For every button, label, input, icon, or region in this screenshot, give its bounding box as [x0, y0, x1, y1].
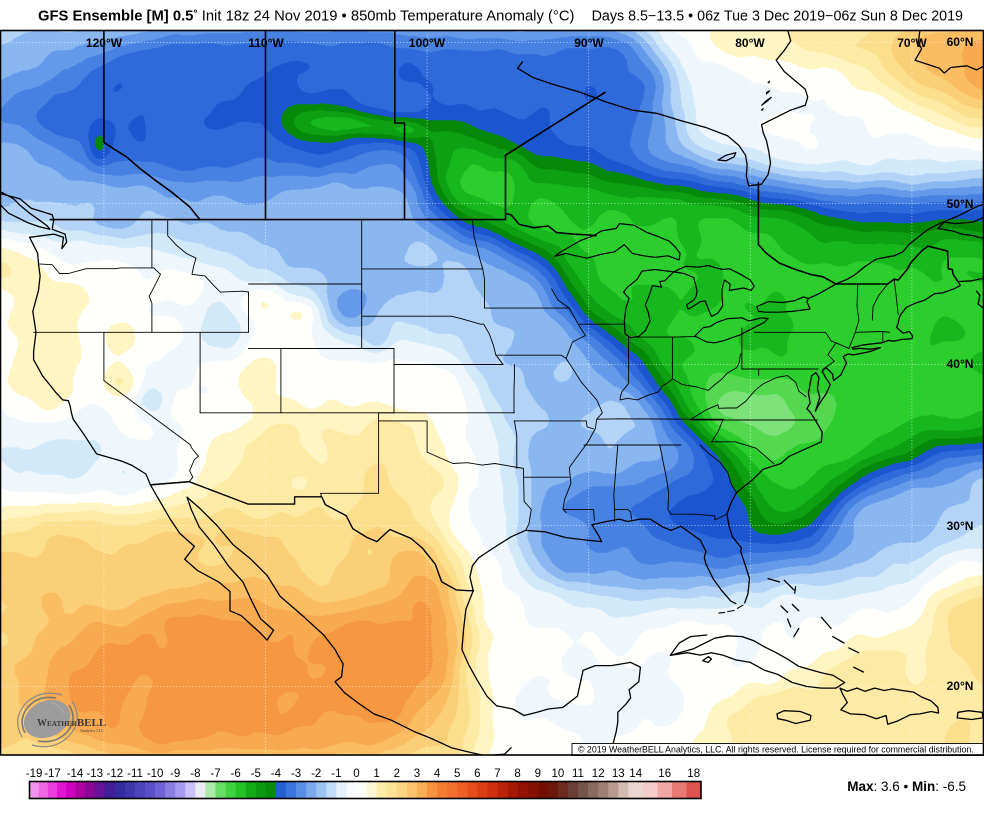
svg-text:-19: -19 [26, 768, 43, 780]
svg-text:70°W: 70°W [897, 36, 927, 50]
svg-text:2: 2 [394, 768, 400, 780]
svg-text:120°W: 120°W [86, 36, 123, 50]
svg-text:14: 14 [629, 768, 642, 780]
svg-text:20°N: 20°N [947, 679, 974, 693]
svg-text:Max: 3.6 • Min: -6.5: Max: 3.6 • Min: -6.5 [847, 779, 966, 794]
svg-text:-13: -13 [86, 768, 103, 780]
svg-text:18: 18 [687, 768, 700, 780]
svg-text:1: 1 [373, 768, 379, 780]
svg-text:4: 4 [434, 768, 441, 780]
svg-text:90°W: 90°W [574, 36, 604, 50]
svg-text:-12: -12 [106, 768, 123, 780]
svg-text:-2: -2 [311, 768, 321, 780]
svg-text:-14: -14 [67, 768, 84, 780]
svg-text:Analytics LLC: Analytics LLC [80, 728, 104, 733]
svg-text:GFS Ensemble [M] 0.5° Init 18z: GFS Ensemble [M] 0.5° Init 18z 24 Nov 20… [38, 8, 575, 25]
svg-text:7: 7 [494, 768, 500, 780]
svg-text:110°W: 110°W [248, 36, 284, 50]
svg-text:60°N: 60°N [947, 35, 974, 49]
svg-text:-3: -3 [291, 768, 301, 780]
svg-text:0: 0 [353, 768, 359, 780]
svg-text:16: 16 [658, 768, 671, 780]
svg-text:80°W: 80°W [735, 36, 765, 50]
svg-text:10: 10 [552, 768, 565, 780]
svg-text:100°W: 100°W [409, 36, 446, 50]
svg-text:3: 3 [414, 768, 420, 780]
svg-text:-1: -1 [331, 768, 341, 780]
svg-text:-11: -11 [127, 768, 143, 780]
svg-text:© 2019 WeatherBELL Analytics,: © 2019 WeatherBELL Analytics, LLC. All r… [578, 745, 974, 755]
svg-text:-8: -8 [190, 768, 200, 780]
svg-text:50°N: 50°N [947, 197, 974, 211]
svg-text:5: 5 [454, 768, 460, 780]
svg-text:-17: -17 [44, 768, 61, 780]
svg-text:-7: -7 [210, 768, 220, 780]
svg-text:30°N: 30°N [947, 519, 974, 533]
svg-text:-6: -6 [231, 768, 241, 780]
svg-text:-5: -5 [251, 768, 261, 780]
svg-text:12: 12 [592, 768, 605, 780]
svg-text:-4: -4 [271, 768, 282, 780]
svg-text:8: 8 [514, 768, 520, 780]
svg-text:9: 9 [535, 768, 541, 780]
svg-text:6: 6 [474, 768, 480, 780]
svg-text:-9: -9 [170, 768, 180, 780]
svg-text:13: 13 [612, 768, 625, 780]
svg-text:40°N: 40°N [947, 357, 974, 371]
svg-text:Days 8.5−13.5 • 06z Tue 3 Dec: Days 8.5−13.5 • 06z Tue 3 Dec 2019−06z S… [592, 9, 963, 25]
svg-text:WEATHERBELL: WEATHERBELL [37, 717, 106, 729]
svg-text:11: 11 [572, 768, 584, 780]
svg-text:-10: -10 [147, 768, 164, 780]
